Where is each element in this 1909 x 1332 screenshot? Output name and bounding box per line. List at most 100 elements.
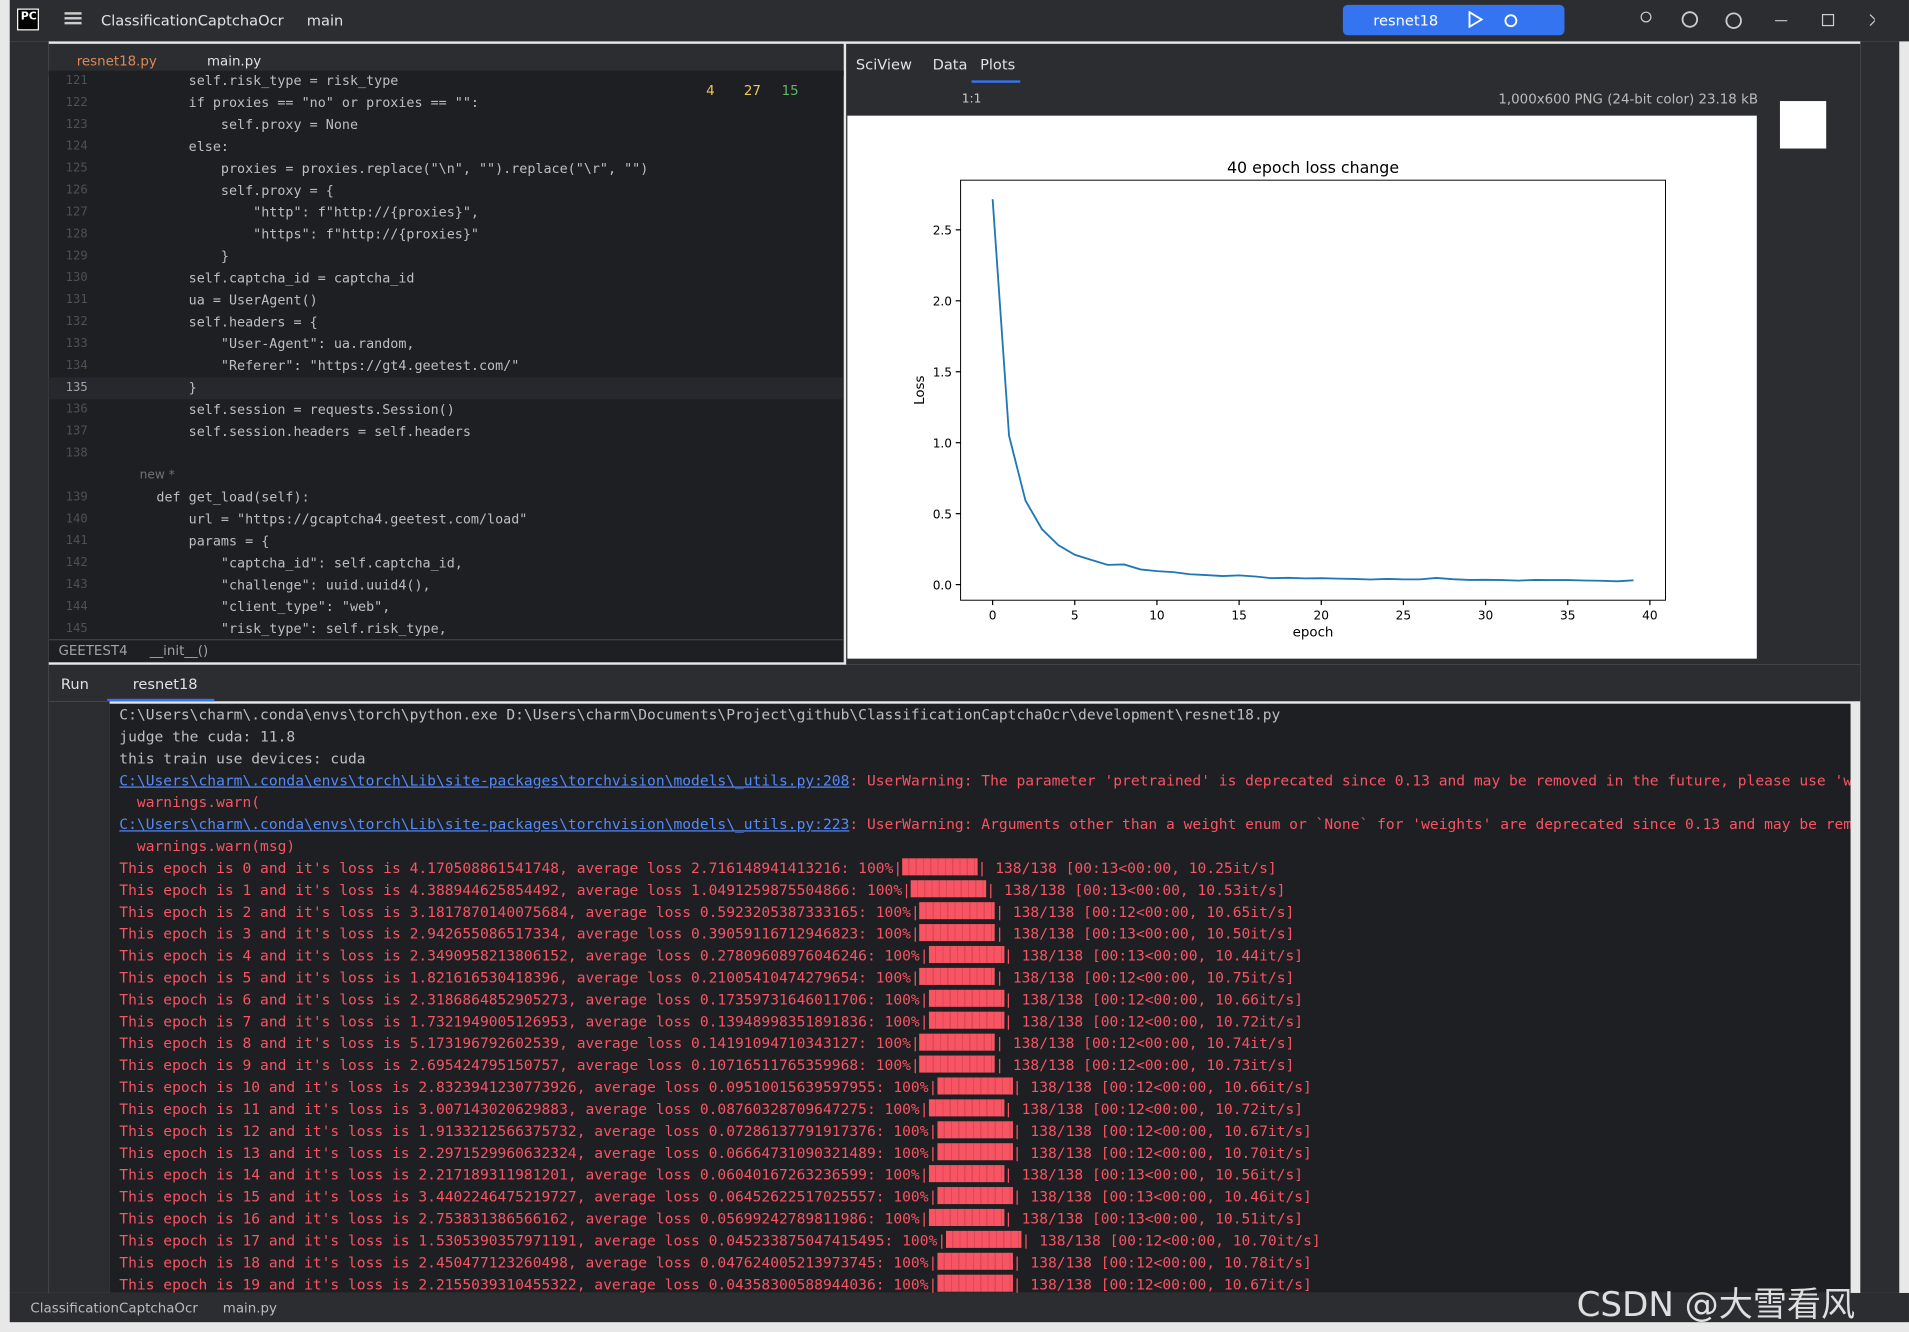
breadcrumb[interactable]: GEETEST4 [58,642,128,659]
y-tick-label: 2.5 [933,224,952,238]
console-text: This epoch is 8 and it's loss is 5.17319… [119,1034,920,1052]
line-number: 131 [65,293,88,307]
y-tick-label: 1.0 [933,437,952,451]
inspection-warnings[interactable]: 27 [743,82,761,99]
line-number: 124 [65,140,88,154]
line-number: 142 [65,556,88,570]
console-text: This epoch is 9 and it's loss is 2.69542… [119,1056,920,1074]
y-tick-label: 2.0 [933,295,952,309]
status-project[interactable]: ClassificationCaptchaOcr [30,1300,198,1317]
console-text: | 138/138 [00:13<00:00, 10.50it/s] [995,925,1295,943]
menu-button[interactable] [64,12,82,15]
progress-bar [937,1187,1013,1205]
console-line: This epoch is 4 and it's loss is 2.34909… [119,945,1303,967]
code-line: "captcha_id": self.captcha_id, [124,555,463,571]
console-text: This epoch is 5 and it's loss is 1.82161… [119,969,920,987]
run-actions [48,701,110,1293]
zoom-actual[interactable]: 1:1 [961,92,982,106]
console-link[interactable]: C:\Users\charm\.conda\envs\torch\Lib\sit… [119,815,850,833]
console-line: this train use devices: cuda [119,748,365,770]
sciview-tab[interactable]: SciView [855,56,912,74]
console-text: This epoch is 6 and it's loss is 2.31868… [119,991,929,1009]
line-number: 145 [65,622,88,636]
code-line: "User-Agent": ua.random, [124,336,415,352]
console-line: C:\Users\charm\.conda\envs\torch\python.… [119,704,1280,726]
editor-tab[interactable]: main.py [206,53,262,70]
left-toolbar [9,41,49,1293]
inspection-errors[interactable]: 4 [706,82,715,99]
x-tick-label: 5 [1071,609,1079,623]
debug-button[interactable] [1502,11,1519,28]
run-tab[interactable]: resnet18 [132,675,198,693]
code-line: url = "https://gcaptcha4.geetest.com/loa… [124,511,528,528]
console-line: judge the cuda: 11.8 [119,726,295,748]
console-text: judge the cuda: 11.8 [119,728,296,746]
console: C:\Users\charm\.conda\envs\torch\python.… [109,703,1851,1293]
line-number: 127 [65,205,88,220]
console-text: | 138/138 [00:12<00:00, 10.72it/s] [1004,1012,1304,1030]
editor-tab[interactable]: resnet18.py [76,53,157,70]
code-line: "Referer": "https://gt4.geetest.com/" [124,357,520,374]
console-link[interactable]: C:\Users\charm\.conda\envs\torch\Lib\sit… [119,771,850,789]
console-line: C:\Users\charm\.conda\envs\torch\Lib\sit… [119,769,1850,791]
branch-name[interactable]: main [306,12,344,30]
code-line: self.proxy = None [124,116,359,133]
code-line: self.headers = { [124,314,318,330]
line-number: 133 [65,337,88,351]
run-widget [1342,4,1565,36]
progress-bar [919,1033,996,1051]
code-line: } [124,248,229,265]
console-line: This epoch is 16 and it's loss is 2.7538… [119,1208,1303,1230]
console-text: | 138/138 [00:12<00:00, 10.72it/s] [1004,1100,1304,1118]
plot-thumbnail[interactable] [1779,101,1827,149]
line-number: 128 [65,227,88,242]
x-tick-label: 35 [1560,609,1575,623]
run-button[interactable] [1467,10,1484,29]
run-config[interactable]: resnet18 [1373,12,1439,30]
right-toolbar [1860,41,1900,1293]
line-number: 141 [65,534,88,548]
console-text: This epoch is 19 and it's loss is 2.2155… [119,1275,938,1293]
console-line: This epoch is 0 and it's loss is 4.17050… [119,857,1277,879]
status-file[interactable]: main.py [222,1300,277,1317]
progress-bar [902,858,978,876]
progress-bar [919,1055,996,1073]
line-number: 126 [65,183,88,198]
console-text: | 138/138 [00:12<00:00, 10.75it/s] [995,969,1295,987]
project-name[interactable]: ClassificationCaptchaOcr [101,12,284,30]
console-line: This epoch is 15 and it's loss is 3.4402… [119,1186,1312,1208]
console-text: This epoch is 15 and it's loss is 3.4402… [119,1188,938,1206]
x-tick-label: 15 [1231,609,1246,623]
console-text: This epoch is 4 and it's loss is 2.34909… [119,947,929,965]
progress-bar [937,1143,1013,1161]
y-axis-label: Loss [913,376,928,405]
line-number: 135 [65,381,88,395]
status-bar [9,1292,1909,1323]
console-line: C:\Users\charm\.conda\envs\torch\Lib\sit… [119,813,1850,835]
progress-bar [928,1011,1005,1029]
code-line: self.captcha_id = captcha_id [124,270,415,287]
line-number: 132 [65,315,88,329]
window-controls[interactable] [1631,7,1875,34]
sciview-tab[interactable]: Plots [980,56,1016,74]
chart-title: 40 epoch loss change [1227,158,1399,177]
console-line: This epoch is 18 and it's loss is 2.4504… [119,1252,1312,1274]
console-text: | 138/138 [00:13<00:00, 10.53it/s] [986,881,1286,899]
sciview-tab[interactable]: Data [932,56,968,74]
run-header [48,664,1861,702]
x-axis-label: epoch [1293,626,1334,641]
breadcrumb[interactable]: __init__() [149,642,209,659]
console-text: | 138/138 [00:13<00:00, 10.51it/s] [1004,1210,1304,1228]
code-line: "http": f"http://{proxies}", [124,204,479,221]
console-line: This epoch is 1 and it's loss is 4.38894… [119,879,1285,901]
console-text: This epoch is 10 and it's loss is 2.8323… [119,1078,938,1096]
console-text: | 138/138 [00:13<00:00, 10.46it/s] [1012,1188,1312,1206]
console-text: This epoch is 12 and it's loss is 1.9133… [119,1122,938,1140]
console-line: This epoch is 14 and it's loss is 2.2171… [119,1164,1303,1186]
tab-underline [971,80,1021,83]
progress-bar [937,1121,1013,1139]
progress-bar [919,924,996,942]
progress-bar [928,1099,1005,1117]
inspection-ok[interactable]: 15 [781,82,799,99]
